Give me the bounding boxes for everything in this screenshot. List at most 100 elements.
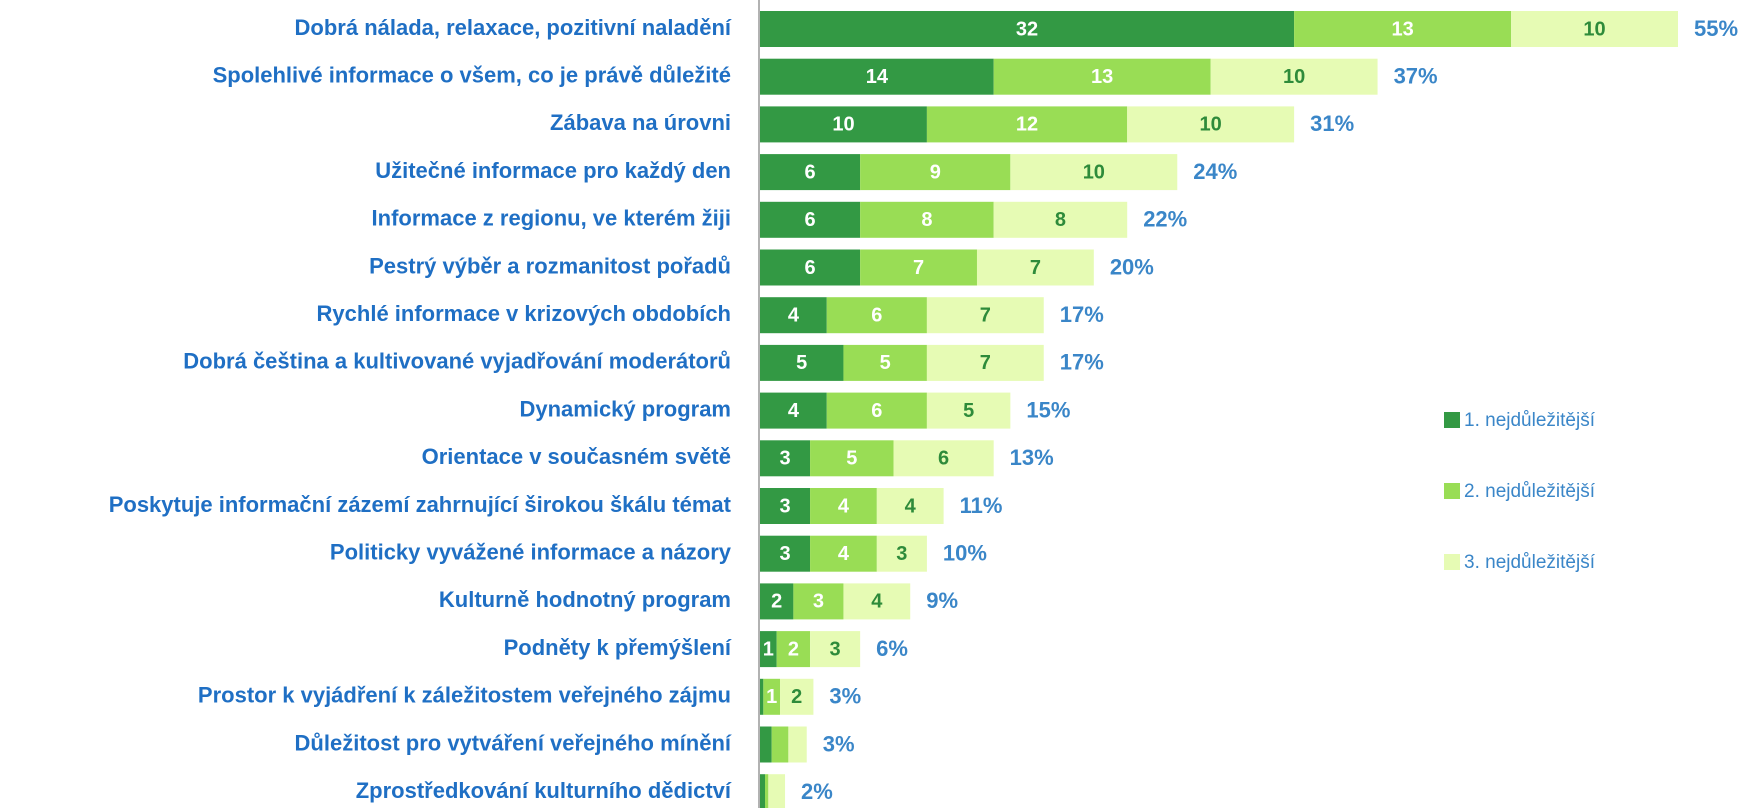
- segment-label: 4: [905, 495, 917, 517]
- segment-label: 6: [871, 400, 882, 422]
- segment-label: 6: [805, 161, 816, 183]
- total-label: 9%: [926, 588, 958, 613]
- segment-label: 2: [791, 686, 802, 708]
- total-label: 24%: [1193, 159, 1237, 184]
- segment-label: 3: [896, 543, 907, 565]
- category-label: Prostor k vyjádření k záležitostem veřej…: [198, 683, 731, 708]
- segment-label: 3: [830, 638, 841, 660]
- bar-segment: [876, 535, 927, 572]
- bar-segment: [860, 154, 1011, 191]
- bar-segment: [810, 631, 861, 668]
- legend-swatch: [1444, 554, 1460, 570]
- category-label: Zprostředkování kulturního dědictví: [356, 778, 732, 803]
- bar-segment: [760, 726, 772, 763]
- bar-segment: [993, 201, 1128, 238]
- bar-segment: [826, 392, 927, 429]
- segment-label: 2: [771, 591, 782, 613]
- segment-label: 10: [1283, 66, 1305, 88]
- total-label: 6%: [876, 636, 908, 661]
- segment-label: 3: [779, 543, 790, 565]
- segment-label: 4: [871, 591, 883, 613]
- bar-segment: [760, 249, 861, 286]
- segment-label: 6: [805, 209, 816, 231]
- bar-segment: [760, 535, 811, 572]
- total-label: 13%: [1010, 445, 1054, 470]
- segment-label: 9: [930, 161, 941, 183]
- category-label: Užitečné informace pro každý den: [375, 158, 731, 183]
- total-label: 2%: [801, 779, 833, 804]
- segment-label: 7: [913, 257, 924, 279]
- bar-segment: [1127, 106, 1295, 143]
- legend-label: 1. nejdůležitější: [1464, 410, 1596, 431]
- bar-segment: [993, 58, 1211, 95]
- legend-swatch: [1444, 412, 1460, 428]
- segment-label: 3: [813, 591, 824, 613]
- category-label: Politicky vyvážené informace a názory: [330, 540, 732, 565]
- segment-label: 4: [838, 543, 850, 565]
- segment-label: 8: [1055, 209, 1066, 231]
- segment-label: 6: [805, 257, 816, 279]
- segment-label: 10: [1583, 18, 1605, 40]
- segment-label: 13: [1391, 18, 1413, 40]
- bar-segment: [760, 154, 861, 191]
- bar-segment: [843, 344, 927, 381]
- segment-label: 7: [980, 352, 991, 374]
- bar-segment: [926, 106, 1128, 143]
- segment-label: 7: [1030, 257, 1041, 279]
- bar-segment: [926, 297, 1044, 334]
- total-label: 17%: [1060, 350, 1104, 375]
- bar-segment: [765, 774, 769, 808]
- bar-segment: [760, 344, 844, 381]
- bar-segment: [810, 535, 877, 572]
- bar-segment: [826, 297, 927, 334]
- segment-label: 13: [1091, 66, 1113, 88]
- bar-segment: [780, 678, 814, 715]
- bar-segment: [760, 58, 994, 95]
- bar-segment: [810, 440, 894, 477]
- bar-segment: [893, 440, 994, 477]
- bar-segment: [760, 440, 811, 477]
- segment-label: 7: [980, 304, 991, 326]
- segment-label: 4: [788, 400, 800, 422]
- bar-segment: [788, 726, 807, 763]
- segment-label: 4: [838, 495, 850, 517]
- category-label: Rychlé informace v krizových obdobích: [317, 301, 731, 326]
- total-label: 17%: [1060, 302, 1104, 327]
- legend-swatch: [1444, 483, 1460, 499]
- segment-label: 6: [938, 448, 949, 470]
- category-label: Kulturně hodnotný program: [439, 587, 731, 612]
- segment-label: 10: [1083, 161, 1105, 183]
- category-label: Spolehlivé informace o všem, co je právě…: [213, 63, 731, 88]
- bar-segment: [810, 488, 877, 524]
- category-label: Důležitost pro vytváření veřejného míněn…: [295, 730, 732, 755]
- bar-segment: [793, 583, 844, 620]
- bar-segment: [760, 106, 927, 143]
- legend-label: 3. nejdůležitější: [1464, 552, 1596, 573]
- segment-label: 10: [1200, 114, 1222, 136]
- segment-label: 6: [871, 304, 882, 326]
- segment-label: 1: [766, 686, 777, 708]
- bar-segment: [976, 249, 1094, 286]
- segment-label: 14: [866, 66, 889, 88]
- category-label: Podněty k přemýšlení: [504, 635, 732, 660]
- segment-label: 4: [788, 304, 800, 326]
- bar-segment: [760, 297, 827, 334]
- bar-segment: [876, 488, 944, 524]
- bar-segment: [760, 678, 764, 715]
- segment-label: 2: [788, 638, 799, 660]
- bar-segment: [760, 392, 827, 429]
- bar-segment: [760, 631, 777, 668]
- segment-label: 10: [832, 114, 854, 136]
- bar-segment: [763, 678, 781, 715]
- category-label: Zábava na úrovni: [550, 110, 731, 135]
- bar-segment: [843, 583, 911, 620]
- bar-segment: [860, 249, 977, 286]
- category-label: Dobrá čeština a kultivované vyjadřování …: [183, 349, 731, 374]
- category-label: Dynamický program: [519, 396, 731, 421]
- bar-segment: [760, 201, 861, 238]
- bar-segment: [1294, 11, 1512, 47]
- total-label: 3%: [829, 684, 861, 709]
- segment-label: 8: [921, 209, 932, 231]
- segment-label: 5: [846, 448, 857, 470]
